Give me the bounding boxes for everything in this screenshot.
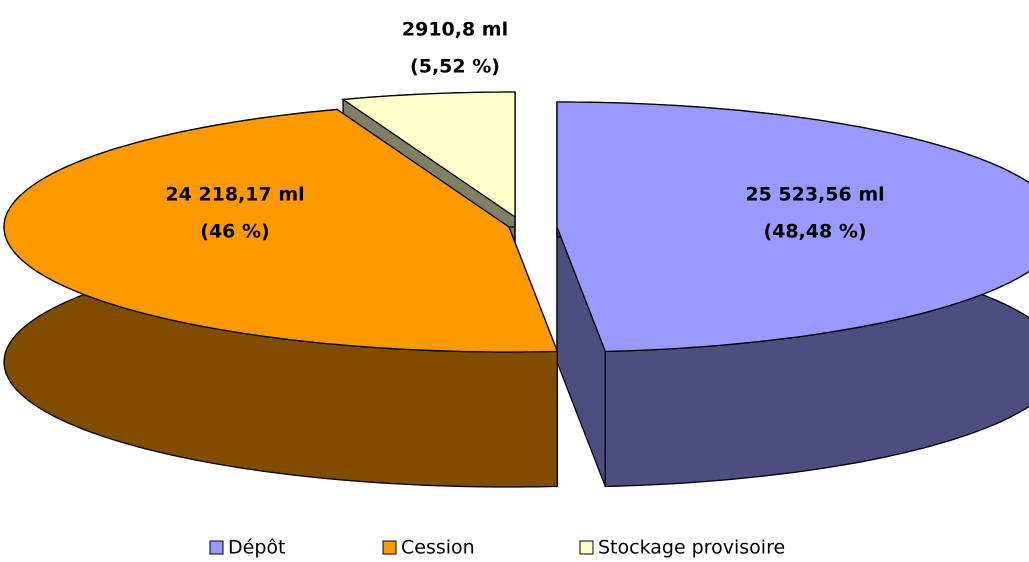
slice	[556, 101, 1029, 353]
data-label: 2910,8 ml	[402, 19, 508, 41]
legend-swatch	[579, 540, 594, 555]
legend-swatch	[382, 540, 397, 555]
slice	[341, 91, 516, 219]
legend-swatch	[209, 540, 224, 555]
legend-label: Dépôt	[228, 537, 285, 559]
data-label: (48,48 %)	[763, 221, 866, 243]
data-label: 24 218,17 ml	[165, 184, 304, 206]
legend-label: Cession	[401, 537, 475, 559]
data-label: 25 523,56 ml	[745, 184, 884, 206]
data-label: (46 %)	[200, 221, 269, 243]
data-label: (5,52 %)	[410, 56, 500, 78]
legend-label: Stockage provisoire	[598, 537, 785, 559]
slice	[3, 108, 559, 353]
